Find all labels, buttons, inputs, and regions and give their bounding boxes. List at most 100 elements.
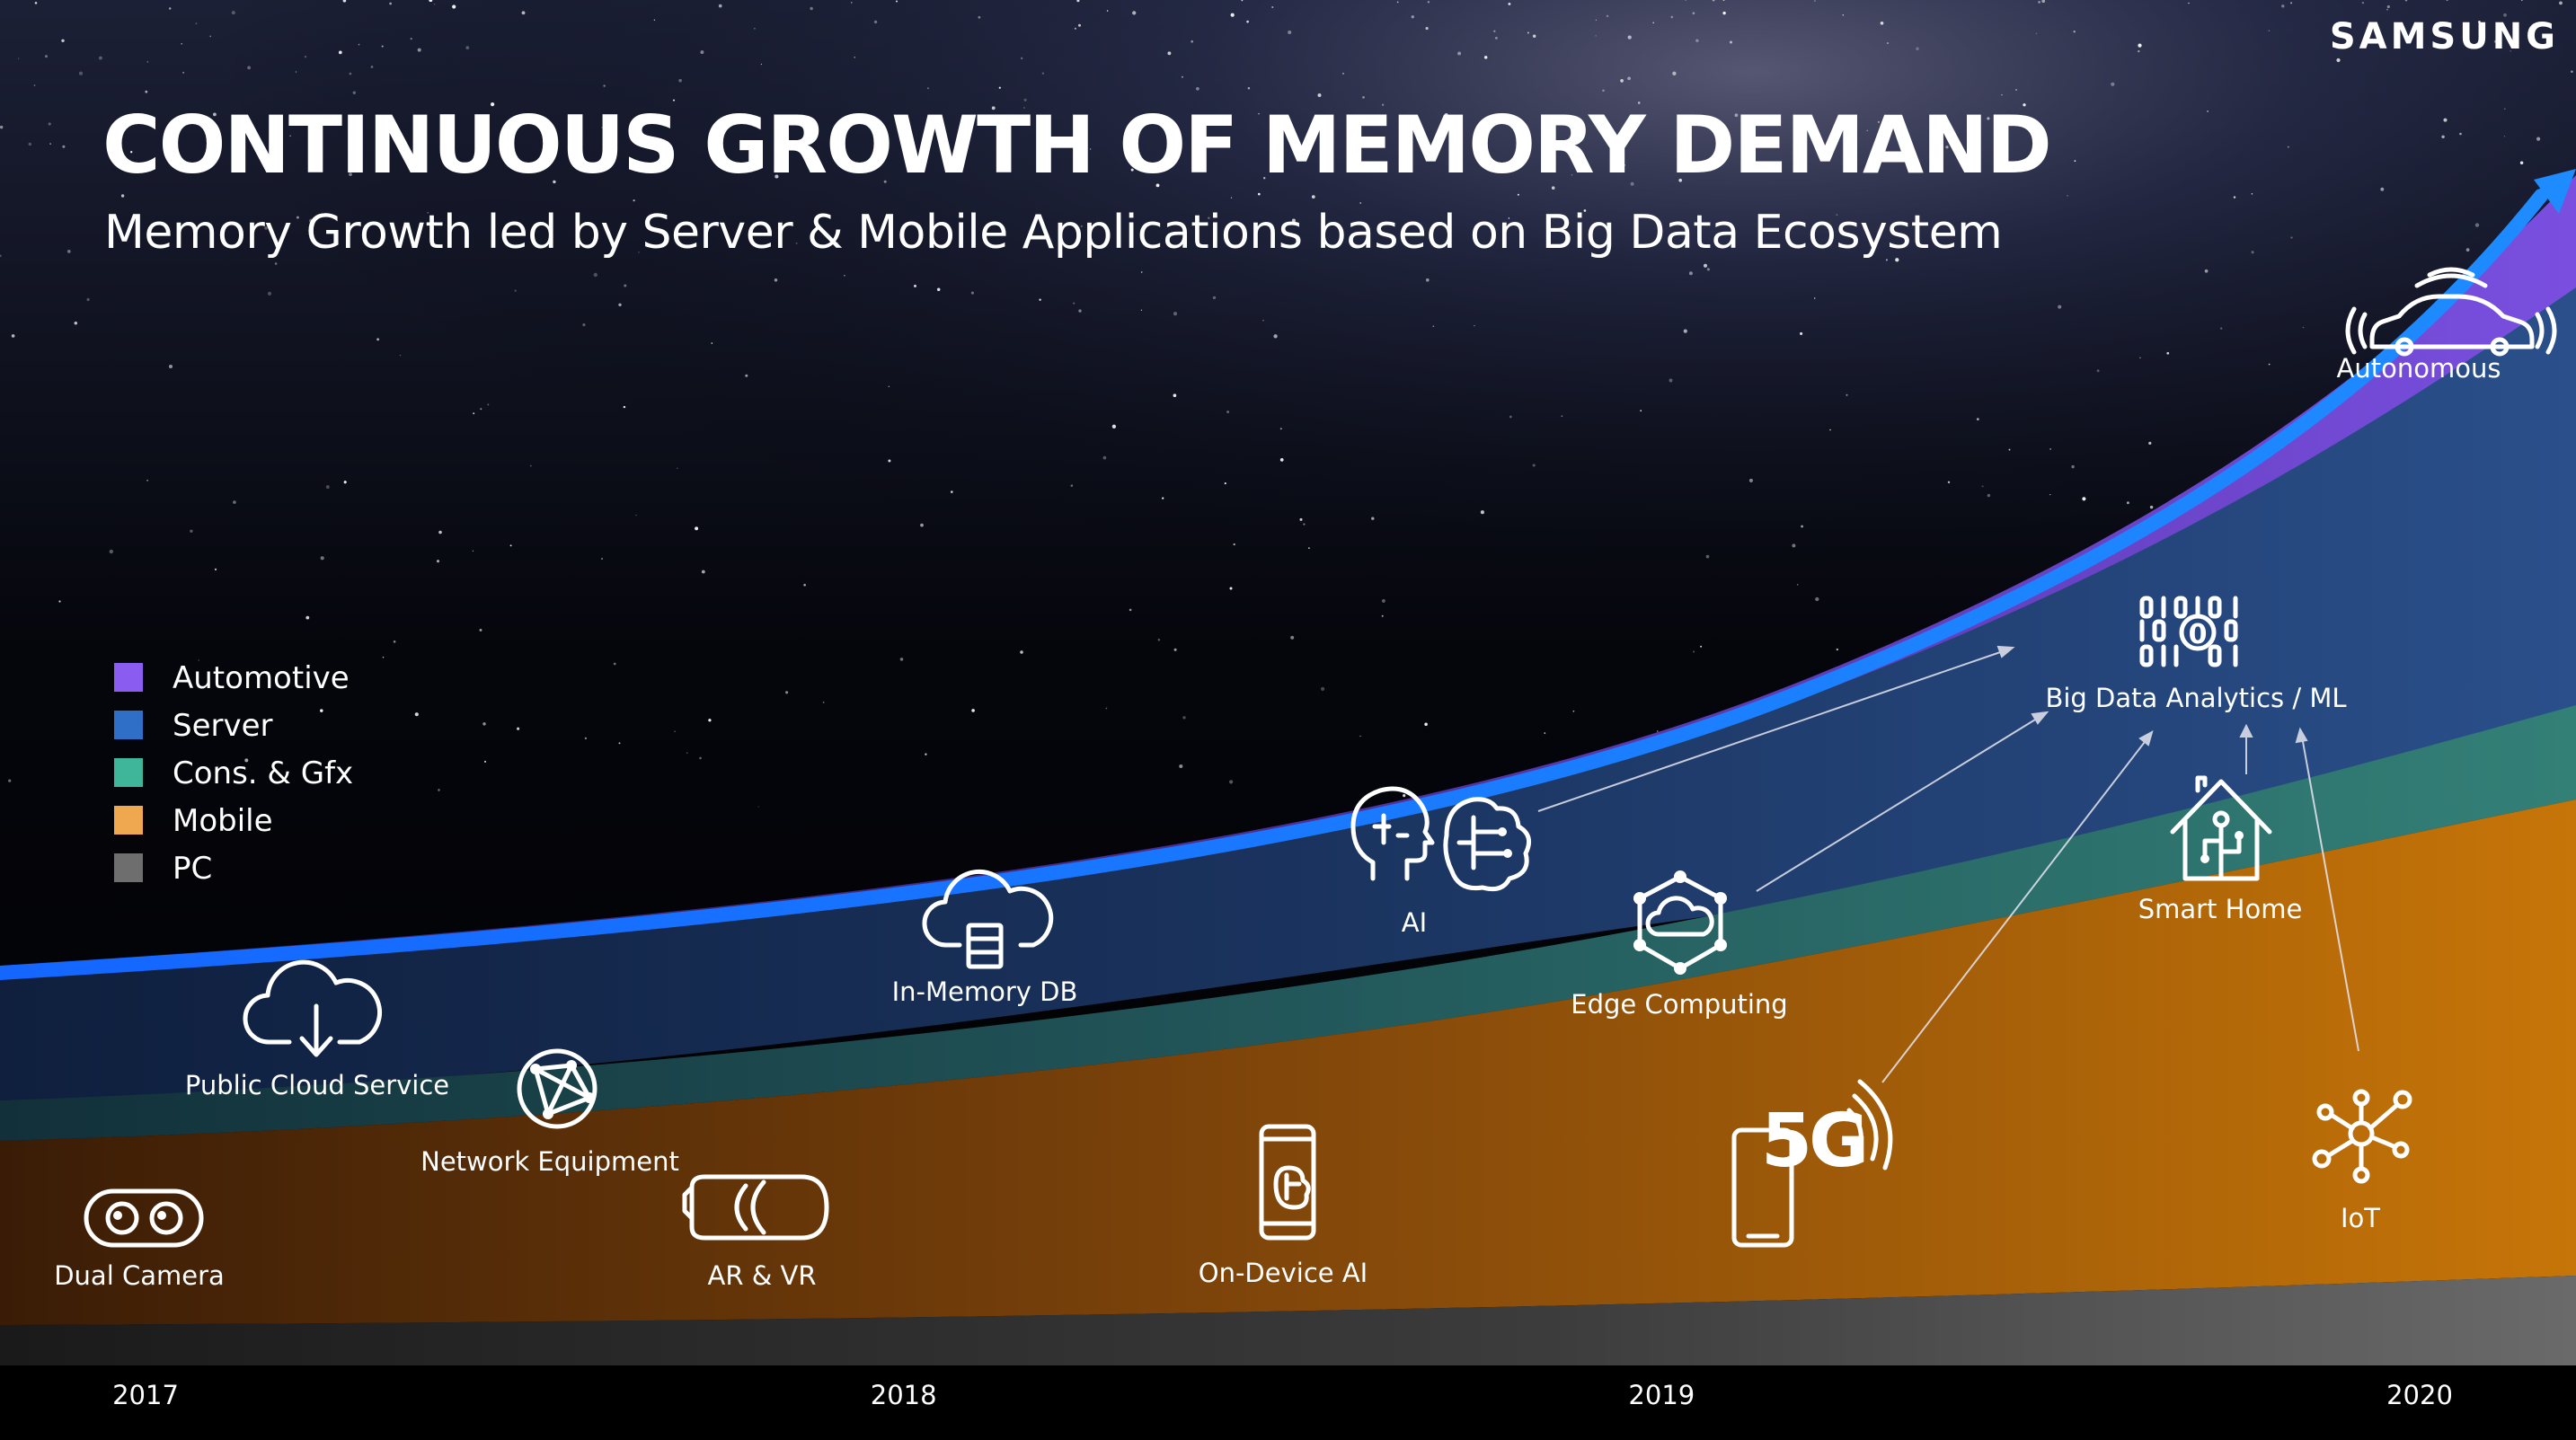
star bbox=[803, 583, 806, 587]
star bbox=[1317, 93, 1322, 98]
star bbox=[1572, 710, 1575, 712]
star bbox=[2111, 82, 2115, 86]
star bbox=[970, 291, 974, 295]
star bbox=[86, 297, 90, 302]
star bbox=[169, 365, 173, 368]
star bbox=[1106, 10, 1109, 12]
star bbox=[978, 15, 981, 19]
star bbox=[491, 102, 495, 107]
star bbox=[1866, 129, 1868, 131]
star bbox=[410, 37, 412, 40]
star bbox=[1722, 0, 1725, 2]
star bbox=[1308, 547, 1310, 549]
star bbox=[349, 172, 352, 176]
star bbox=[1140, 309, 1143, 311]
star bbox=[58, 600, 61, 603]
star bbox=[633, 199, 635, 202]
star bbox=[678, 78, 682, 83]
binary-data-icon: 0 bbox=[2139, 596, 2238, 667]
star bbox=[1705, 554, 1710, 559]
star bbox=[480, 408, 482, 411]
star bbox=[785, 691, 789, 694]
star bbox=[1532, 464, 1536, 467]
star bbox=[145, 90, 148, 93]
star bbox=[2138, 43, 2142, 48]
star bbox=[2074, 160, 2076, 162]
star bbox=[274, 262, 278, 265]
star bbox=[951, 490, 953, 493]
star bbox=[164, 154, 166, 156]
star bbox=[1262, 319, 1264, 322]
star bbox=[1627, 35, 1632, 40]
star bbox=[34, 2, 38, 4]
star bbox=[635, 514, 637, 517]
star bbox=[1271, 5, 1274, 9]
star bbox=[1693, 650, 1695, 653]
star bbox=[971, 709, 975, 712]
star bbox=[1640, 410, 1642, 412]
growth-arrow-line bbox=[0, 189, 2548, 980]
label-dual-camera: Dual Camera bbox=[54, 1260, 225, 1291]
star bbox=[342, 0, 347, 3]
star bbox=[1561, 415, 1563, 417]
star bbox=[2493, 40, 2497, 43]
star bbox=[1583, 209, 1587, 212]
star bbox=[2504, 108, 2506, 110]
cloud-database-icon bbox=[922, 869, 1054, 969]
star bbox=[895, 0, 899, 3]
star bbox=[652, 243, 654, 246]
star bbox=[582, 323, 586, 327]
star bbox=[1801, 525, 1803, 528]
star bbox=[1425, 27, 1429, 31]
star bbox=[701, 570, 705, 574]
legend-swatch-mobile bbox=[114, 806, 143, 835]
star bbox=[1842, 14, 1844, 16]
star bbox=[1657, 730, 1659, 732]
star bbox=[775, 174, 779, 179]
star bbox=[231, 11, 235, 15]
star bbox=[2049, 493, 2051, 496]
star bbox=[2536, 137, 2541, 141]
star bbox=[1396, 1, 1399, 4]
star bbox=[66, 249, 71, 253]
smartphone-brain-icon bbox=[1259, 1124, 1316, 1241]
star bbox=[1020, 650, 1023, 654]
star bbox=[708, 719, 712, 722]
star bbox=[233, 500, 236, 504]
star bbox=[1432, 325, 1435, 328]
series-server-area bbox=[0, 287, 2576, 1100]
label-public-cloud: Public Cloud Service bbox=[185, 1070, 449, 1100]
star bbox=[1381, 598, 1385, 603]
star bbox=[2386, 9, 2388, 11]
star bbox=[926, 87, 929, 90]
star bbox=[905, 150, 907, 152]
star bbox=[296, 216, 299, 219]
star bbox=[1880, 21, 1884, 25]
star bbox=[1987, 117, 1990, 120]
star bbox=[1620, 79, 1624, 83]
star bbox=[718, 4, 722, 8]
star bbox=[613, 662, 616, 666]
star bbox=[1208, 216, 1210, 219]
star bbox=[2008, 448, 2011, 451]
star bbox=[2287, 146, 2289, 148]
star bbox=[584, 737, 588, 740]
star bbox=[146, 61, 149, 63]
star bbox=[2096, 369, 2100, 373]
star bbox=[1424, 722, 1428, 727]
star bbox=[1551, 186, 1555, 190]
star bbox=[795, 242, 798, 244]
star bbox=[1695, 39, 1699, 42]
star bbox=[700, 50, 704, 55]
star bbox=[399, 354, 402, 357]
star bbox=[2465, 248, 2470, 252]
star bbox=[1105, 707, 1108, 710]
star bbox=[1571, 174, 1573, 176]
star bbox=[1173, 648, 1177, 651]
star bbox=[2302, 326, 2305, 329]
label-iot: IoT bbox=[2341, 1203, 2380, 1233]
star bbox=[1102, 455, 1107, 460]
star bbox=[349, 72, 352, 75]
star bbox=[1712, 0, 1715, 2]
star bbox=[1730, 40, 1732, 44]
